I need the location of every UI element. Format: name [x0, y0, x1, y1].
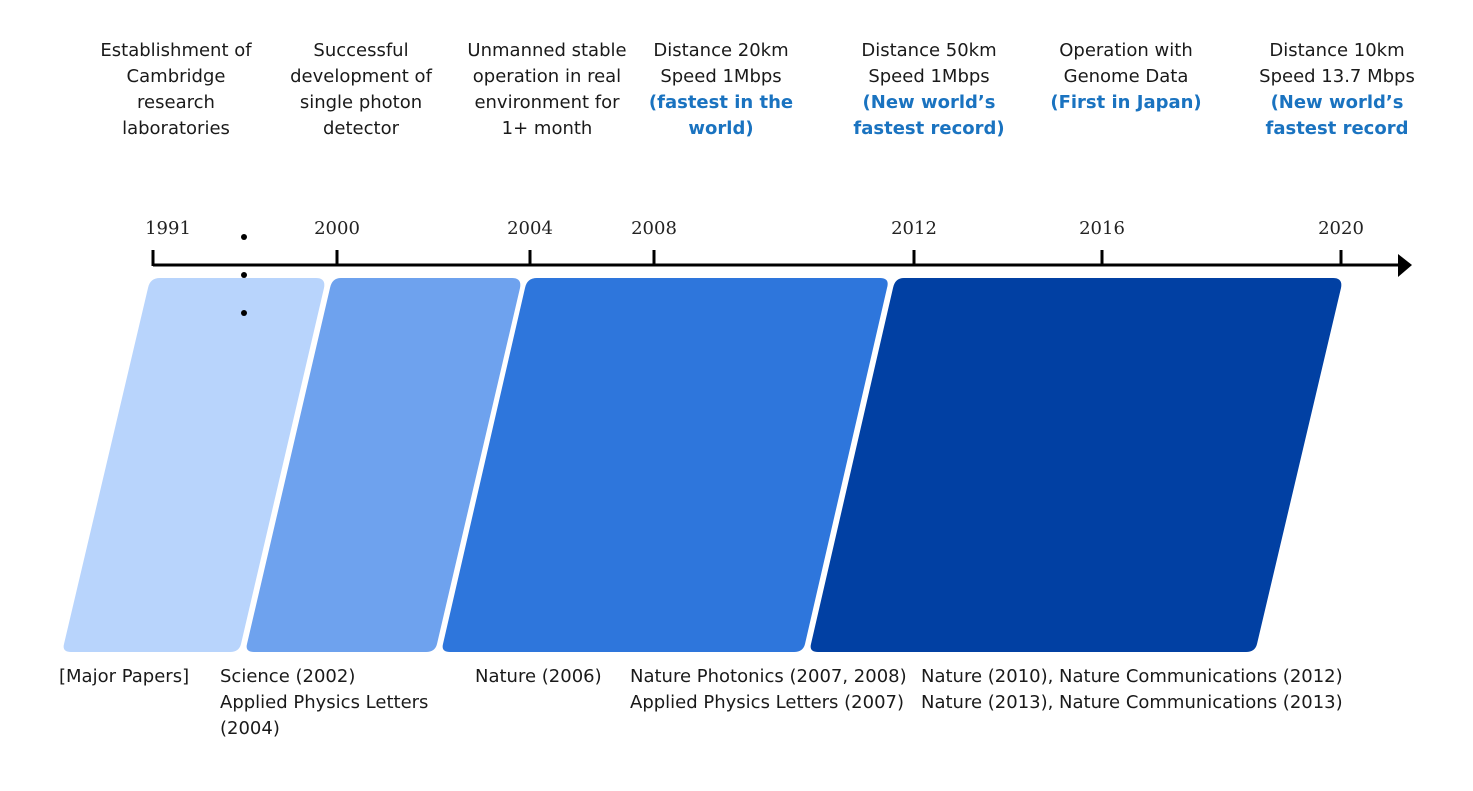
milestone-line: Speed 13.7 Mbps — [1259, 66, 1415, 87]
paper-line: (2004) — [220, 718, 280, 739]
milestone-10km: Distance 10km Speed 13.7 Mbps (New world’s… — [1259, 38, 1415, 142]
paper-line: Science (2002) — [220, 666, 356, 687]
milestone-line: operation in real — [472, 66, 622, 87]
papers-group-3: Nature Photonics (2007, 2008) Applied Phy… — [630, 664, 907, 716]
milestone-highlight-line: (fastest in the — [648, 92, 794, 113]
paper-line: Nature (2010), Nature Communications (20… — [921, 666, 1343, 687]
milestone-highlight-line: world) — [688, 118, 754, 139]
milestone-cambridge: Establishment of Cambridge research laborat… — [100, 38, 251, 142]
paper-line: Applied Physics Letters (2007) — [630, 692, 905, 713]
year-label: 2020 — [1318, 218, 1364, 239]
paper-line: Nature Photonics (2007, 2008) — [630, 666, 907, 687]
year-label: 2016 — [1079, 218, 1125, 239]
phase-band-3 — [442, 278, 888, 652]
ellipsis-dot — [241, 234, 247, 240]
milestone-highlight-line: fastest record — [1265, 118, 1409, 139]
year-label: 2000 — [314, 218, 360, 239]
ellipsis-dot — [241, 310, 247, 316]
paper-line: [Major Papers] — [59, 666, 190, 687]
milestone-single-photon-detector: Successful development of single photon det… — [290, 38, 432, 142]
milestone-line: Speed 1Mbps — [660, 66, 782, 87]
year-label: 1991 — [145, 218, 191, 239]
milestone-20km: Distance 20km Speed 1Mbps (fastest in the w… — [649, 38, 793, 142]
year-label: 2012 — [891, 218, 937, 239]
papers-group-2: Nature (2006) — [475, 664, 602, 690]
milestone-line: 1+ month — [501, 118, 593, 139]
milestone-line: detector — [323, 118, 399, 139]
milestone-highlight-line: (First in Japan) — [1050, 92, 1202, 113]
milestone-line: Establishment of — [100, 40, 252, 61]
milestone-line: Operation with — [1059, 40, 1193, 61]
phase-band-4 — [810, 278, 1342, 652]
milestone-line: research — [137, 92, 215, 113]
paper-line: Nature (2006) — [475, 666, 602, 687]
phase-band-1 — [63, 278, 325, 652]
milestone-line: Cambridge — [126, 66, 226, 87]
paper-line: Applied Physics Letters — [220, 692, 429, 713]
ellipsis-dot — [241, 272, 247, 278]
year-label: 2008 — [631, 218, 677, 239]
milestone-line: Genome Data — [1063, 66, 1189, 87]
milestone-50km: Distance 50km Speed 1Mbps (New world’s fast… — [853, 38, 1004, 142]
milestone-line: Distance 20km — [653, 40, 789, 61]
milestone-line: Speed 1Mbps — [868, 66, 990, 87]
milestone-line: single photon — [299, 92, 423, 113]
milestone-stable-operation: Unmanned stable operation in real environm… — [467, 38, 626, 142]
timeline-arrowhead — [1398, 254, 1412, 277]
milestone-highlight-line: (New world’s — [1270, 92, 1404, 113]
milestone-genome-data: Operation with Genome Data (First in Japan… — [1050, 38, 1201, 116]
milestone-line: laboratories — [122, 118, 230, 139]
paper-line: Nature (2013), Nature Communications (20… — [921, 692, 1343, 713]
milestone-line: Unmanned stable — [467, 40, 627, 61]
milestone-line: environment for — [474, 92, 620, 113]
milestone-line: Distance 50km — [861, 40, 997, 61]
papers-group-4: Nature (2010), Nature Communications (20… — [921, 664, 1343, 716]
milestone-highlight-line: (New world’s — [862, 92, 996, 113]
milestone-highlight-line: fastest record) — [853, 118, 1005, 139]
papers-header: [Major Papers] — [59, 664, 189, 690]
papers-group-1: Science (2002) Applied Physics Letters (20… — [220, 664, 428, 742]
milestone-line: Distance 10km — [1269, 40, 1405, 61]
milestone-line: development of — [290, 66, 432, 87]
phase-band-2 — [246, 278, 521, 652]
milestone-line: Successful — [313, 40, 409, 61]
year-label: 2004 — [507, 218, 553, 239]
